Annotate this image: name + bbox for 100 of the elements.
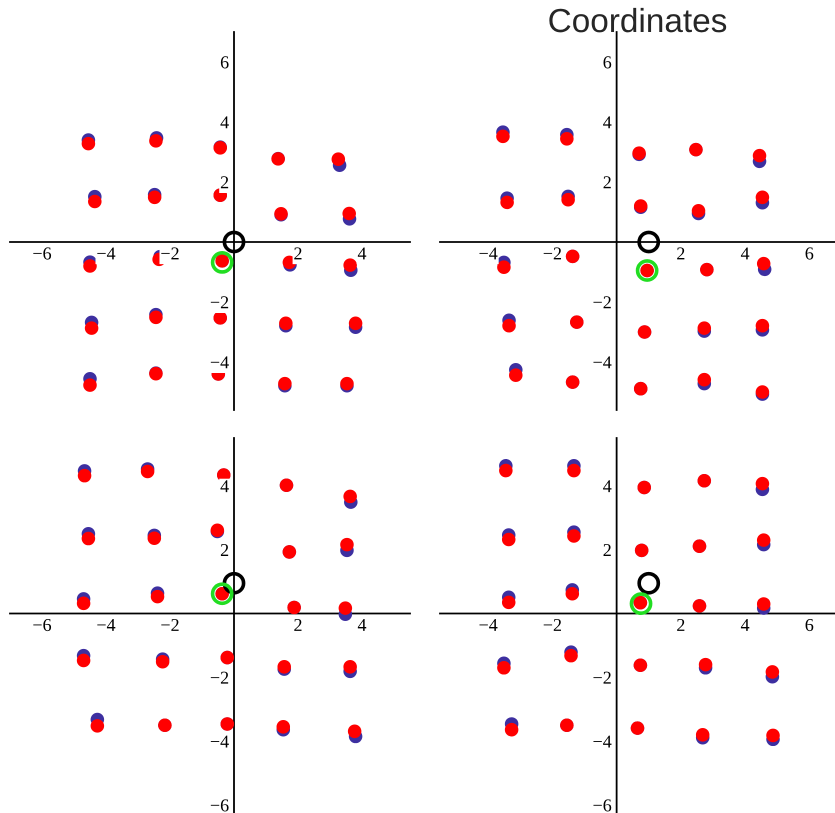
point	[210, 582, 234, 606]
point	[504, 722, 518, 736]
y-tick-label: 6	[604, 56, 612, 68]
x-tick-label: −2	[161, 247, 179, 260]
chart-title: Coordinates	[549, 8, 726, 32]
y-tick-label: 4	[603, 116, 612, 128]
point	[222, 230, 246, 254]
point	[502, 596, 516, 610]
x-tick-label: −4	[479, 619, 498, 631]
y-tick-label: 2	[604, 176, 611, 188]
point	[756, 597, 770, 611]
point	[140, 464, 154, 478]
point	[150, 590, 164, 604]
point	[630, 592, 652, 616]
point	[766, 665, 780, 679]
x-tick-label: −2	[544, 247, 562, 260]
point	[343, 490, 357, 504]
x-tick-label: 4	[358, 619, 366, 631]
y-tick-label: 2	[220, 544, 228, 556]
point	[340, 538, 354, 552]
point	[502, 532, 516, 546]
point	[348, 316, 362, 330]
point	[149, 310, 163, 324]
y-tick-label: −6	[593, 799, 612, 812]
point	[76, 596, 90, 610]
point	[756, 190, 770, 204]
y-tick-label: 2	[220, 176, 228, 188]
point	[82, 136, 96, 150]
point	[509, 368, 523, 382]
point	[502, 318, 516, 332]
point	[156, 654, 170, 668]
point	[756, 318, 770, 332]
point	[636, 259, 659, 282]
x-tick-label: −4	[97, 248, 116, 260]
y-tick-label: −4	[593, 356, 612, 368]
point	[756, 256, 770, 270]
x-tick-label: 2	[677, 247, 684, 260]
point	[692, 204, 706, 218]
x-tick-label: −2	[161, 618, 179, 631]
point	[566, 586, 580, 601]
point	[210, 251, 234, 274]
point	[83, 378, 97, 392]
point	[332, 152, 346, 166]
x-tick-label: 4	[740, 619, 750, 631]
y-tick-label: 4	[220, 116, 229, 128]
y-tick-label: −4	[593, 736, 612, 748]
point	[698, 321, 712, 335]
x-tick-label: 4	[358, 248, 366, 260]
point	[756, 476, 770, 490]
x-tick-label: 2	[294, 247, 302, 260]
point	[348, 724, 362, 738]
point	[88, 194, 102, 208]
point	[83, 259, 97, 273]
point	[698, 658, 712, 672]
point	[342, 206, 356, 220]
point	[560, 132, 574, 146]
point	[696, 728, 710, 742]
point	[82, 532, 96, 546]
y-tick-label: −2	[593, 296, 611, 308]
point	[76, 654, 90, 668]
x-tick-label: −6	[33, 247, 52, 260]
point	[752, 148, 766, 162]
point	[496, 130, 510, 144]
point	[564, 648, 578, 662]
point	[499, 464, 513, 478]
y-tick-label: 2	[604, 544, 611, 556]
point	[756, 533, 770, 547]
point	[84, 321, 98, 335]
y-tick-label: −6	[210, 799, 229, 812]
y-tick-label: −2	[593, 672, 611, 684]
y-tick-label: 4	[603, 480, 612, 492]
x-tick-label: −4	[97, 619, 116, 631]
y-tick-label: 4	[220, 480, 229, 492]
x-tick-label: −2	[544, 618, 562, 631]
point	[343, 660, 357, 674]
point	[276, 720, 290, 734]
point	[78, 468, 92, 482]
point	[497, 661, 511, 675]
y-tick-label: −4	[210, 356, 229, 368]
x-tick-label: 6	[806, 247, 814, 260]
point	[637, 230, 660, 254]
point	[343, 258, 357, 272]
x-tick-label: −6	[33, 618, 52, 632]
y-tick-label: −2	[210, 296, 228, 308]
point	[338, 601, 352, 615]
point	[90, 719, 104, 733]
x-tick-label: 2	[677, 618, 684, 631]
point	[567, 529, 581, 543]
point	[500, 196, 514, 210]
point	[148, 531, 162, 545]
point	[148, 190, 162, 204]
point	[561, 192, 575, 206]
point	[698, 372, 712, 386]
point	[497, 260, 511, 274]
y-tick-label: −4	[210, 736, 229, 748]
point	[766, 728, 780, 742]
y-tick-label: 6	[220, 56, 229, 68]
point	[637, 572, 660, 595]
point	[567, 464, 581, 478]
y-tick-label: −2	[210, 672, 228, 684]
